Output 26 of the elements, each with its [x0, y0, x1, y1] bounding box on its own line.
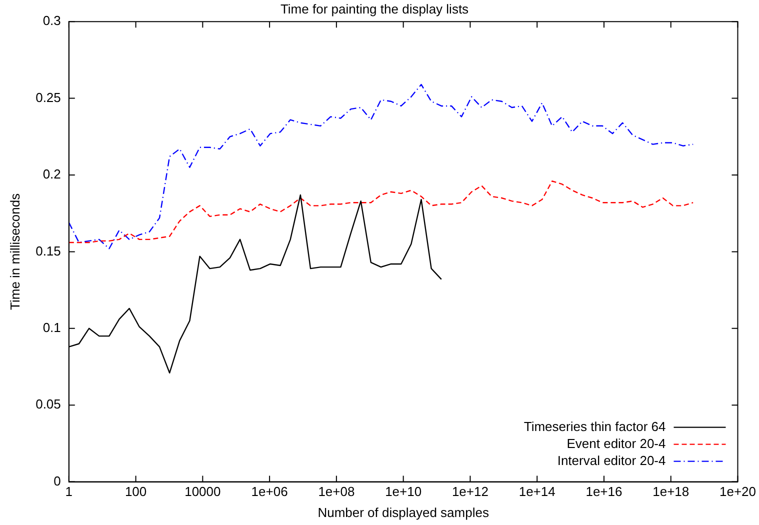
x-tick-label: 1e+08 — [318, 484, 355, 500]
legend-label: Interval editor 20-4 — [557, 452, 666, 468]
y-tick-label: 0.2 — [42, 166, 61, 182]
legend-label: Event editor 20-4 — [566, 436, 666, 451]
y-tick-label: 0.15 — [36, 243, 61, 258]
legend-label: Timeseries thin factor 64 — [524, 418, 666, 434]
x-tick-label: 1 — [65, 484, 73, 500]
line-series — [68, 180, 694, 244]
chart-title: Time for painting the display lists — [280, 1, 470, 16]
x-tick-label: 1e+18 — [652, 484, 690, 500]
x-axis-title: Number of displayed samples — [318, 504, 490, 520]
y-tick-label: 0.25 — [36, 90, 61, 105]
x-tick-label: 1e+10 — [385, 484, 422, 500]
x-tick-label: 1e+20 — [719, 484, 756, 500]
line-series — [68, 84, 694, 250]
y-tick-label: 0 — [54, 473, 61, 488]
y-tick-label: 0.3 — [42, 13, 61, 28]
y-tick-label: 0.05 — [36, 396, 61, 412]
y-axis-title: Time in milliseconds — [7, 192, 22, 310]
x-tick-label: 1e+12 — [452, 484, 488, 500]
x-tick-label: 100 — [124, 484, 147, 500]
y-tick-label: 0.1 — [42, 320, 61, 335]
x-tick-label: 1e+16 — [586, 484, 622, 500]
x-tick-label: 1e+14 — [518, 484, 556, 500]
x-tick-label: 10000 — [184, 484, 221, 500]
x-tick-label: 1e+06 — [251, 484, 288, 500]
